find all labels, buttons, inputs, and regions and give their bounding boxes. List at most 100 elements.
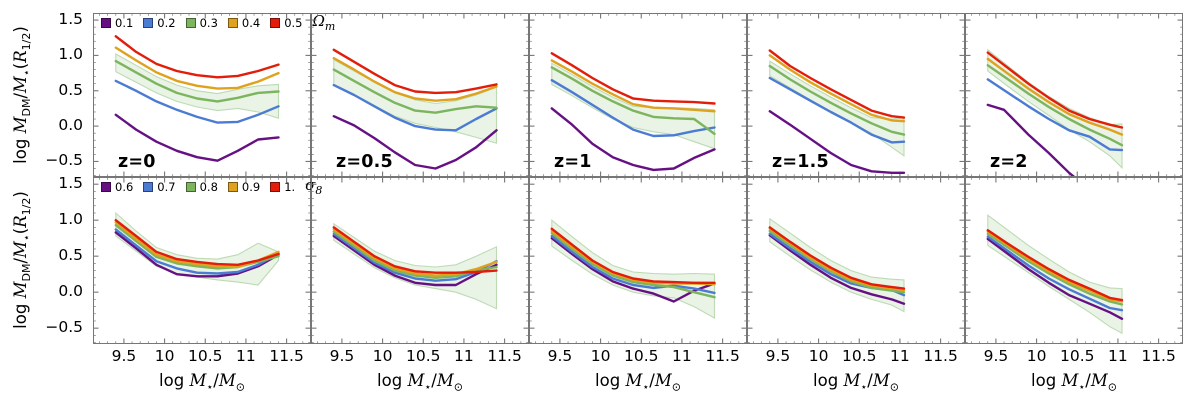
- curve-sigma8-z15-red: [768, 226, 906, 290]
- curve-omegam-z1-green: [550, 66, 716, 136]
- legend-item: 1.: [270, 180, 295, 194]
- curve-sigma8-z1-red: [550, 227, 716, 285]
- legend-value: 0.6: [115, 179, 134, 194]
- axis-ticks: [747, 177, 965, 344]
- curve-sigma8-z2-blue: [986, 235, 1124, 312]
- chart-omegam-z1: [529, 13, 747, 177]
- legend-symbol-omega-m: Ωm: [312, 12, 336, 33]
- curve-omegam-z15-orange: [768, 54, 906, 123]
- panel-sigma8-z15: 9.5 10 10.5 11 11.5 log M⋆/M⊙: [747, 177, 965, 393]
- redshift-label: z=0: [118, 152, 156, 172]
- x-tick-label: 11.5: [705, 347, 740, 365]
- y-tick-label: 0.5: [58, 246, 83, 265]
- panel-omegam-z2: z=2: [965, 13, 1183, 177]
- x-tick-label: 9.5: [329, 347, 355, 365]
- x-tick-label: 9.5: [765, 347, 791, 365]
- x-tick-label: 11: [890, 347, 910, 365]
- legend-swatch-purple: [101, 17, 111, 28]
- x-axis-label: log M⋆/M⊙: [159, 371, 245, 394]
- x-tick-label: 11.5: [1141, 347, 1176, 365]
- redshift-label: z=2: [990, 152, 1028, 172]
- curve-omegam-z0-green: [114, 59, 280, 103]
- legend-value: 0.4: [241, 15, 261, 30]
- curve-omegam-z05-green: [332, 68, 498, 114]
- curve-sigma8-z15-orange: [768, 227, 906, 292]
- legend-item: 0.3: [185, 15, 218, 30]
- y-tick-label: 1.0: [58, 45, 83, 64]
- x-tick-label: 10: [154, 347, 175, 365]
- scatter-band-sigma8-z05: [333, 222, 498, 310]
- scatter-band-omegam-z1: [551, 62, 716, 150]
- plot-frame: [529, 13, 747, 177]
- legend-item: 0.1: [101, 16, 133, 30]
- panel-sigma8-z1: 9.5 10 10.5 11 11.5 log M⋆/M⊙: [529, 177, 747, 393]
- legend-item: 0.7: [143, 180, 176, 194]
- plot-frame: [747, 13, 965, 177]
- chart-sigma8-z05: [311, 177, 529, 344]
- redshift-label: z=1.5: [772, 152, 829, 172]
- curve-omegam-z1-purple: [550, 107, 716, 172]
- x-tick-label: 9.5: [547, 347, 573, 365]
- curve-sigma8-z05-purple: [332, 234, 498, 287]
- legend-swatch-orange: [227, 181, 238, 192]
- legend-swatch-orange: [227, 17, 238, 28]
- plot-frame: [93, 177, 311, 344]
- curve-sigma8-z05-orange: [332, 228, 498, 277]
- curve-omegam-z2-red: [986, 51, 1124, 129]
- curve-omegam-z1-red: [550, 52, 716, 105]
- legend-value: 0.2: [157, 15, 176, 30]
- y-tick-label: −0.5: [45, 151, 83, 170]
- x-tick-label: 9.5: [983, 347, 1009, 365]
- legend-item: 0.4: [227, 15, 261, 30]
- panel-sigma8-z0: 0.6 0.7 0.8 0.9 1. σ8 9.5 10 10.5 11 11.5 lo…: [93, 176, 322, 393]
- plot-frame: [311, 13, 529, 177]
- curve-sigma8-z2-purple: [986, 237, 1124, 321]
- legend-swatch-blue: [143, 17, 154, 28]
- curve-omegam-z05-red: [332, 48, 498, 95]
- y-tick-label: 1.0: [58, 210, 83, 229]
- panel-sigma8-z2: 9.5 10 10.5 11 11.5 log M⋆/M⊙: [965, 177, 1183, 393]
- legend-value: 1.: [284, 179, 296, 194]
- x-tick-label: 11: [236, 347, 256, 365]
- chart-omegam-z05: [311, 13, 529, 177]
- x-tick-labels: 9.5 10 10.5 11 11.5: [93, 344, 311, 366]
- curve-sigma8-z15-purple: [768, 234, 906, 305]
- curve-omegam-z2-purple: [986, 103, 1075, 176]
- panel-omegam-z05: z=0.5: [311, 13, 529, 177]
- legend-item: 0.8: [185, 180, 218, 194]
- redshift-label: z=0.5: [336, 152, 393, 172]
- panel-omegam-z1: z=1: [529, 13, 747, 177]
- plot-frame: [747, 177, 965, 344]
- x-tick-label: 11: [454, 347, 474, 365]
- plot-frame: [965, 13, 1183, 177]
- legend-value: 0.5: [284, 15, 303, 30]
- curve-omegam-z05-blue: [332, 83, 498, 132]
- legend-swatch-green: [185, 181, 196, 192]
- y-tick-label: 1.5: [58, 174, 83, 193]
- x-tick-label: 10.5: [405, 347, 441, 365]
- legend-value: 0.1: [115, 15, 134, 30]
- legend-value: 0.3: [199, 15, 218, 30]
- curve-sigma8-z1-green: [550, 231, 716, 299]
- panel-sigma8-z05: 9.5 10 10.5 11 11.5 log M⋆/M⊙: [311, 177, 529, 393]
- panel-omegam-z0: 0.1 0.2 0.3 0.4 0.5 Ωm z=0: [93, 12, 335, 177]
- curve-omegam-z0-red: [114, 35, 280, 79]
- x-tick-labels: 9.5 10 10.5 11 11.5: [965, 344, 1183, 366]
- x-tick-labels: 9.5 10 10.5 11 11.5: [747, 344, 965, 366]
- curve-sigma8-z2-red: [986, 229, 1124, 302]
- curve-omegam-z2-green: [986, 64, 1124, 147]
- chart-sigma8-z1: [529, 177, 747, 344]
- y-tick-label: 1.5: [58, 10, 83, 29]
- curve-sigma8-z1-purple: [550, 237, 716, 303]
- plot-frame: [529, 177, 747, 344]
- x-tick-label: 10: [372, 347, 393, 365]
- legend-item: 0.2: [143, 15, 176, 30]
- curve-omegam-z0-blue: [114, 79, 280, 124]
- y-tick-label: 0.0: [58, 116, 83, 135]
- x-axis-label: log M⋆/M⊙: [1031, 371, 1117, 394]
- x-axis-label: log M⋆/M⊙: [595, 371, 681, 394]
- plot-frame: [965, 177, 1183, 344]
- plot-frame: [93, 13, 311, 177]
- legend-item: 0.9: [227, 180, 260, 194]
- axis-ticks: [965, 177, 1183, 344]
